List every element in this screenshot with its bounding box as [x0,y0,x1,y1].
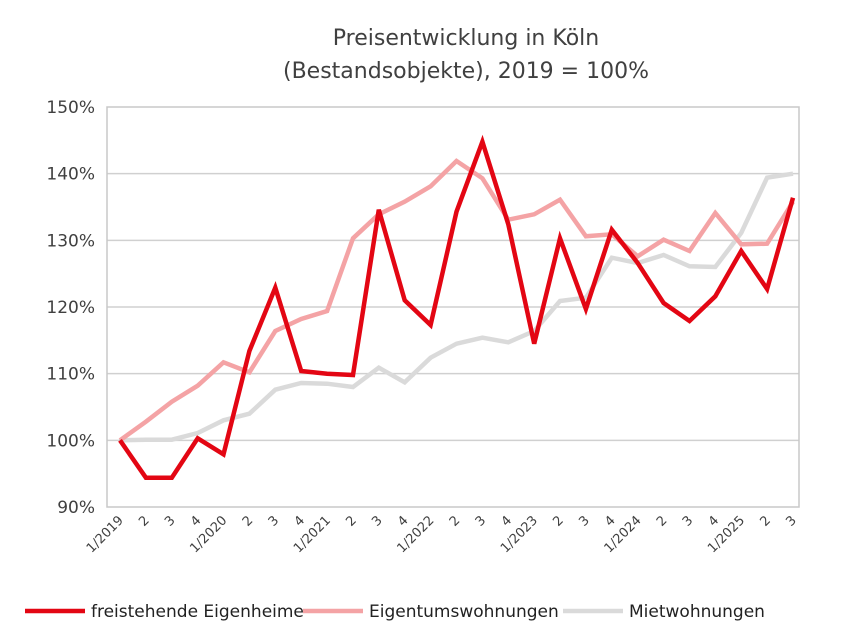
y-tick-label: 110% [46,365,95,385]
y-tick-label: 100% [46,431,95,451]
chart-title-line-1: Preisentwicklung in Köln [333,26,599,51]
x-tick-label: 2 [136,513,152,529]
x-tick-label: 4 [395,513,411,529]
x-tick-label: 2 [343,513,359,529]
legend-label: Eigentumswohnungen [369,602,559,622]
x-tick-label: 3 [162,513,178,529]
x-tick-label: 4 [292,513,308,529]
x-tick-label: 3 [473,513,489,529]
legend-label: freistehende Eigenheime [91,602,304,622]
x-tick-label: 2 [757,513,773,529]
x-tick-label: 3 [266,513,282,529]
x-tick-label: 4 [602,513,618,529]
x-tick-label: 2 [240,513,256,529]
plot-area-border [106,106,800,508]
x-tick-label: 4 [499,513,515,529]
x-tick-label: 2 [550,513,566,529]
y-tick-label: 150% [46,98,95,118]
y-tick-label: 120% [46,298,95,318]
legend-label: Mietwohnungen [629,602,765,622]
x-tick-label: 4 [706,513,722,529]
chart-title-line-2: (Bestandsobjekte), 2019 = 100% [283,59,649,84]
x-tick-label: 4 [188,513,204,529]
y-tick-label: 130% [46,231,95,251]
y-tick-label: 90% [57,498,95,518]
x-tick-label: 3 [576,513,592,529]
x-tick-label: 1/2019 [84,513,127,556]
x-tick-label: 3 [369,513,385,529]
x-tick-label: 3 [783,513,799,529]
x-tick-label: 3 [680,513,696,529]
x-tick-label: 2 [654,513,670,529]
x-tick-label: 2 [447,513,463,529]
series-line-freistehende-eigenheime [118,134,796,480]
y-tick-label: 140% [46,165,95,185]
series-line-eigentumswohnungen [118,158,795,443]
